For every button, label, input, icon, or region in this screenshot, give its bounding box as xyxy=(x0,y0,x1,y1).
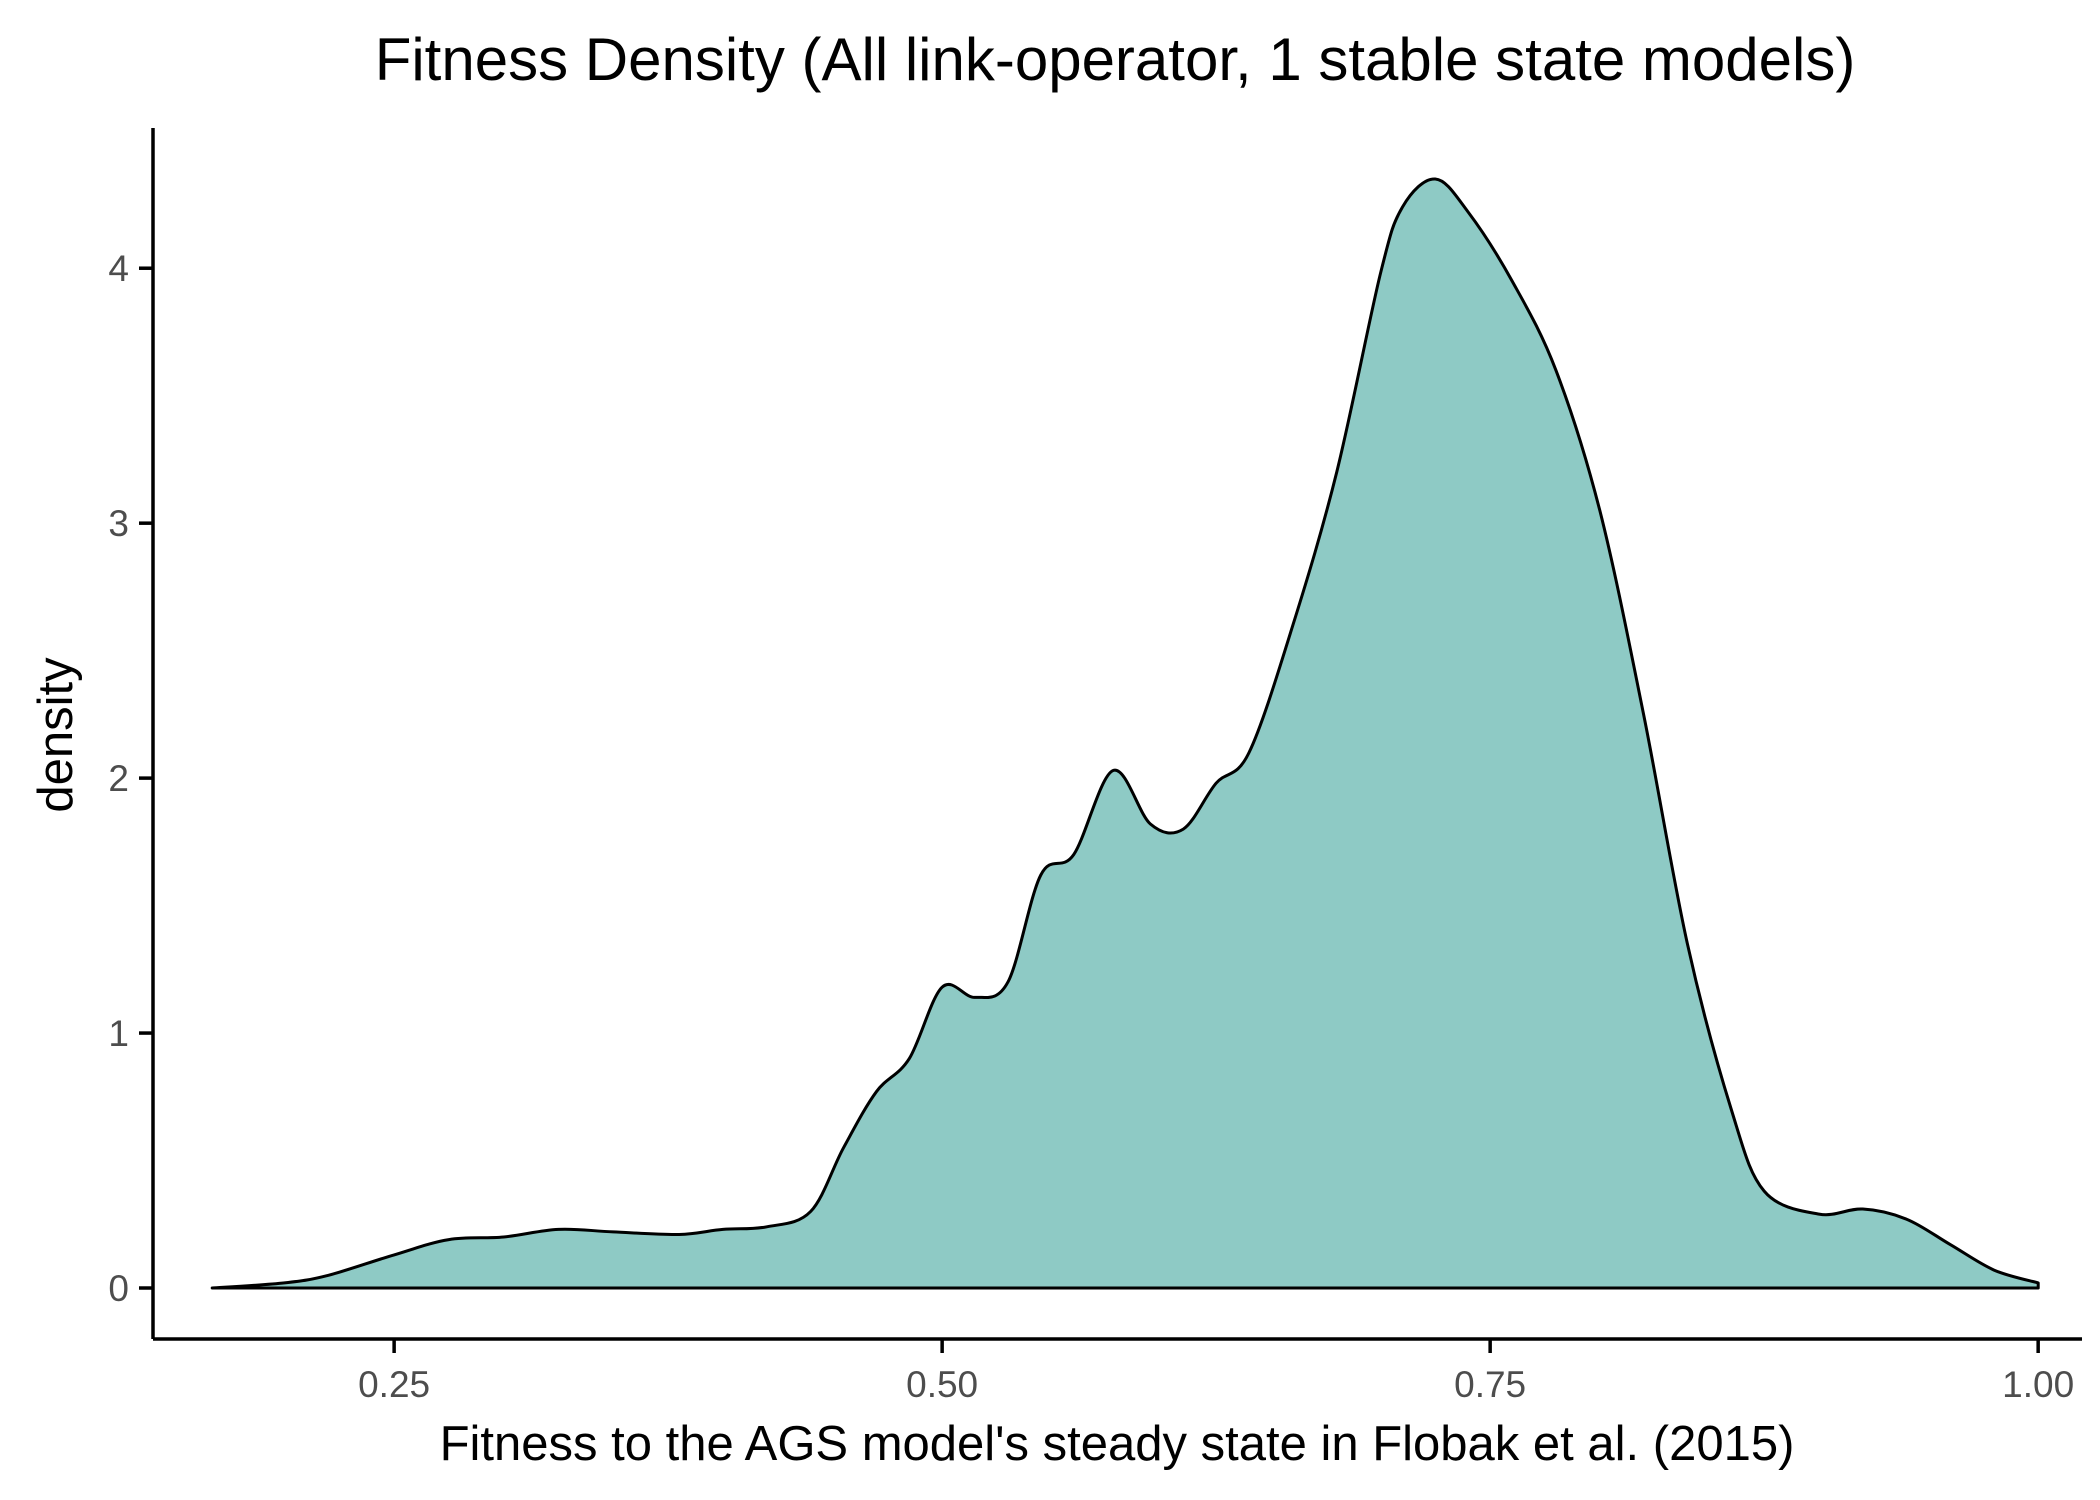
density-curve xyxy=(210,177,2040,1290)
y-tick-label: 0 xyxy=(108,1268,129,1309)
y-axis-ticks: 0 1 2 3 4 xyxy=(108,248,153,1309)
y-tick-label: 4 xyxy=(108,248,129,289)
y-tick-label: 1 xyxy=(108,1013,129,1054)
x-axis-title: Fitness to the AGS model's steady state … xyxy=(440,1417,1795,1471)
y-axis-title: density xyxy=(29,657,83,813)
plot-area xyxy=(210,177,2040,1290)
x-tick-label: 0.25 xyxy=(358,1364,430,1405)
chart-title: Fitness Density (All link-operator, 1 st… xyxy=(375,26,1856,93)
x-tick-label: 0.75 xyxy=(1454,1364,1526,1405)
y-tick-label: 3 xyxy=(108,503,129,544)
x-tick-label: 0.50 xyxy=(906,1364,978,1405)
x-axis-ticks: 0.25 0.50 0.75 1.00 xyxy=(358,1339,2074,1405)
x-tick-label: 1.00 xyxy=(2002,1364,2074,1405)
y-tick-label: 2 xyxy=(108,758,129,799)
